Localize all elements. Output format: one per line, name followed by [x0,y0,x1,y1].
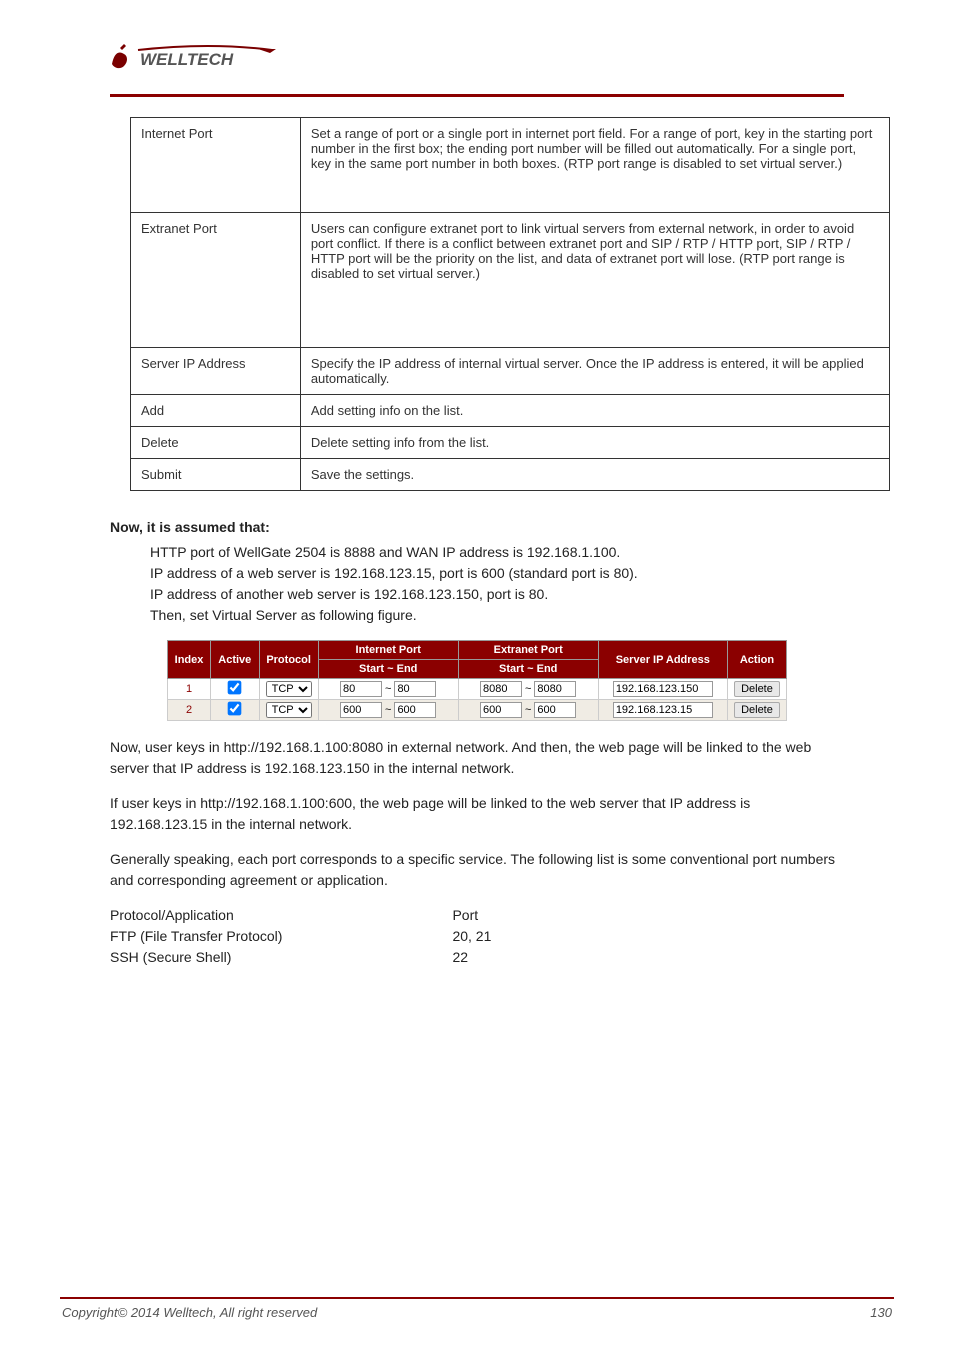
vs-active-checkbox[interactable] [228,681,242,695]
port-heading: Port [452,905,491,926]
field-desc: Users can configure extranet port to lin… [300,213,889,348]
vs-header-extranet-range: Start ~ End [458,660,598,679]
field-desc: Add setting info on the list. [300,395,889,427]
fields-table: Internet PortSet a range of port or a si… [130,117,890,491]
vs-extranet-start-input[interactable] [480,681,522,697]
tilde-icon: ~ [525,683,531,695]
logo-text: WELLTECH [140,50,234,69]
vs-header-ip: Server IP Address [598,641,727,679]
field-label: Server IP Address [131,348,301,395]
brand-logo: WELLTECH [110,40,894,74]
post-paragraph-3: Generally speaking, each port correspond… [110,849,844,891]
field-desc: Set a range of port or a single port in … [300,118,889,213]
port-item: 22 [452,947,491,968]
example-line: IP address of a web server is 192.168.12… [150,563,844,584]
virtual-server-table: Index Active Protocol Internet Port Extr… [167,640,787,721]
post-text: Now, user keys in http://192.168.1.100:8… [110,737,844,968]
vs-delete-button[interactable]: Delete [734,702,780,718]
vs-row-index: 1 [168,679,211,700]
field-label: Submit [131,459,301,491]
page-footer: Copyright© 2014 Welltech, All right rese… [60,1297,894,1320]
field-label: Add [131,395,301,427]
vs-protocol-select[interactable]: TCP [266,702,312,718]
footer-copyright: Copyright© 2014 Welltech, All right rese… [62,1305,317,1320]
vs-header-extranet: Extranet Port [458,641,598,660]
vs-extranet-end-input[interactable] [534,681,576,697]
tilde-icon: ~ [385,683,391,695]
virtual-server-screenshot: Index Active Protocol Internet Port Extr… [167,640,787,721]
vs-header-active: Active [211,641,259,679]
vs-extranet-start-input[interactable] [480,702,522,718]
vs-active-checkbox[interactable] [228,702,242,716]
field-label: Extranet Port [131,213,301,348]
header-divider [110,94,844,97]
protocol-heading: Protocol/Application [110,905,282,926]
tilde-icon: ~ [385,704,391,716]
port-item: 20, 21 [452,926,491,947]
vs-extranet-end-input[interactable] [534,702,576,718]
vs-header-index: Index [168,641,211,679]
field-label: Delete [131,427,301,459]
vs-header-protocol: Protocol [259,641,318,679]
field-desc: Delete setting info from the list. [300,427,889,459]
field-label: Internet Port [131,118,301,213]
protocol-item: SSH (Secure Shell) [110,947,282,968]
port-list: 20, 2122 [452,926,491,968]
vs-header-internet-range: Start ~ End [318,660,458,679]
example-line: HTTP port of WellGate 2504 is 8888 and W… [150,542,844,563]
protocol-item: FTP (File Transfer Protocol) [110,926,282,947]
footer-divider [60,1297,894,1299]
post-paragraph-1: Now, user keys in http://192.168.1.100:8… [110,737,844,779]
post-paragraph-2: If user keys in http://192.168.1.100:600… [110,793,844,835]
vs-delete-button[interactable]: Delete [734,681,780,697]
example-line: IP address of another web server is 192.… [150,584,844,605]
field-desc: Save the settings. [300,459,889,491]
post-p3-bold: each port corresponds to a specific serv… [238,851,507,867]
example-section: Now, it is assumed that: HTTP port of We… [110,517,844,626]
vs-ip-input[interactable] [613,702,713,718]
footer-page-number: 130 [870,1305,892,1320]
vs-ip-input[interactable] [613,681,713,697]
vs-internet-end-input[interactable] [394,702,436,718]
example-lines: HTTP port of WellGate 2504 is 8888 and W… [150,542,844,626]
vs-header-internet: Internet Port [318,641,458,660]
protocol-list: FTP (File Transfer Protocol)SSH (Secure … [110,926,282,968]
field-desc: Specify the IP address of internal virtu… [300,348,889,395]
vs-internet-start-input[interactable] [340,681,382,697]
vs-internet-start-input[interactable] [340,702,382,718]
post-p3-lead: Generally speaking, [110,851,238,867]
vs-protocol-select[interactable]: TCP [266,681,312,697]
vs-row-index: 2 [168,700,211,721]
vs-header-action: Action [727,641,786,679]
tilde-icon: ~ [525,704,531,716]
vs-internet-end-input[interactable] [394,681,436,697]
example-line: Then, set Virtual Server as following fi… [150,605,844,626]
example-heading: Now, it is assumed that: [110,517,844,538]
